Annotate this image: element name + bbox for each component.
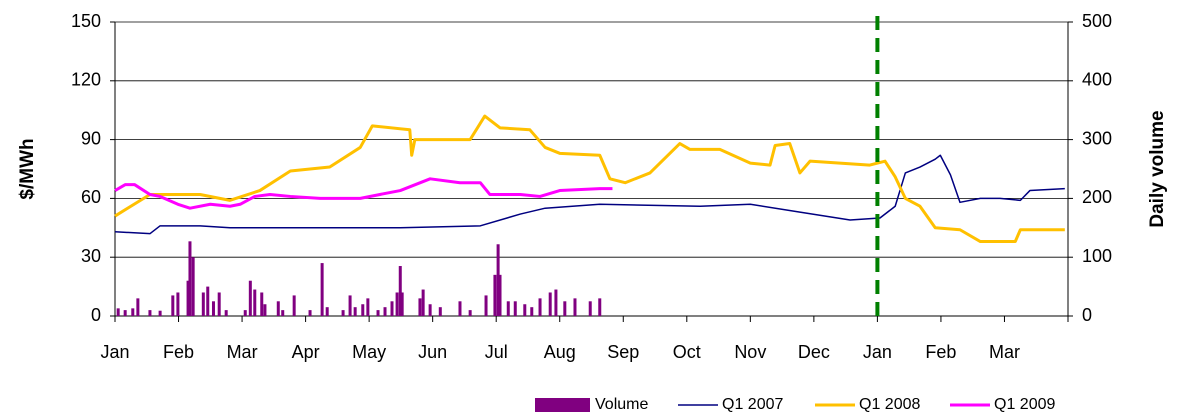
y2-tick-label: 500 [1082,11,1112,31]
x-tick-label: Jul [485,342,508,362]
bar [206,286,210,316]
bar [468,310,472,316]
y2-tick-label: 100 [1082,246,1112,266]
bar [361,304,365,316]
bar [493,274,497,316]
bar [496,244,500,316]
bar [438,307,442,316]
bar [176,292,180,316]
bar [598,298,602,316]
bar [390,301,394,316]
bar [376,310,380,316]
x-tick-label: Jun [418,342,447,362]
bar [186,280,190,316]
x-tick-label: Feb [925,342,956,362]
bar [530,307,534,316]
bar [588,301,592,316]
y-tick-label: 150 [71,11,101,31]
bar [395,292,399,316]
bar [248,280,252,316]
bar [243,310,247,316]
bar [421,289,425,316]
bar [292,295,296,316]
x-tick-label: Mar [227,342,258,362]
bar [253,289,257,316]
bar [136,298,140,316]
legend-label: Q1 2009 [994,396,1055,413]
bar [148,310,152,316]
x-tick-label: Oct [673,342,701,362]
x-tick-label: Jan [863,342,892,362]
bar [418,298,422,316]
bar [563,301,567,316]
bar [263,304,267,316]
bar [366,298,370,316]
x-tick-label: Jan [100,342,129,362]
y2-tick-label: 200 [1082,187,1112,207]
y-tick-label: 90 [81,128,101,148]
bar [224,310,228,316]
line-series [114,154,1065,235]
bar [506,301,510,316]
x-tick-label: Nov [734,342,766,362]
y2-tick-label: 300 [1082,128,1112,148]
bar [276,301,280,316]
y2-tick-label: 400 [1082,70,1112,90]
legend-label: Q1 2008 [859,396,920,413]
bar [191,257,195,316]
bar [513,301,517,316]
x-tick-label: Sep [607,342,639,362]
bar [428,304,432,316]
x-tick-label: May [352,342,386,362]
bar [458,301,462,316]
bar [353,307,357,316]
bar [171,295,175,316]
line-series [114,114,1065,244]
x-tick-label: Dec [798,342,830,362]
x-tick-label: Feb [163,342,194,362]
y-tick-label: 120 [71,70,101,90]
x-tick-label: Aug [544,342,576,362]
bar [538,298,542,316]
bar [217,292,221,316]
legend-label: Volume [595,396,648,413]
x-tick-label: Mar [989,342,1020,362]
bar [188,241,192,316]
y-tick-label: 30 [81,246,101,266]
line-series [114,177,613,210]
bar [400,292,404,316]
bar [383,307,387,316]
bar [341,310,345,316]
bar [398,266,402,316]
bar [548,292,552,316]
bar [573,298,577,316]
bar [211,301,215,316]
y2-tick-label: 0 [1082,305,1092,325]
bar [281,310,285,316]
y-axis-title: $/MWh [17,138,38,199]
bar [158,310,162,316]
bar [498,274,502,316]
bar [554,289,558,316]
bar [123,310,127,316]
bar [131,308,135,316]
bar [320,263,324,316]
bar [348,295,352,316]
bar [116,308,120,316]
y-tick-label: 60 [81,187,101,207]
legend-swatch [535,398,590,412]
bar [260,292,264,316]
legend-label: Q1 2007 [722,396,783,413]
bar [201,292,205,316]
y2-axis-title: Daily volume [1147,110,1168,227]
bar [308,310,312,316]
bar [523,304,527,316]
x-tick-label: Apr [292,342,320,362]
bar [325,307,329,316]
bar [484,295,488,316]
y-tick-label: 0 [91,305,101,325]
